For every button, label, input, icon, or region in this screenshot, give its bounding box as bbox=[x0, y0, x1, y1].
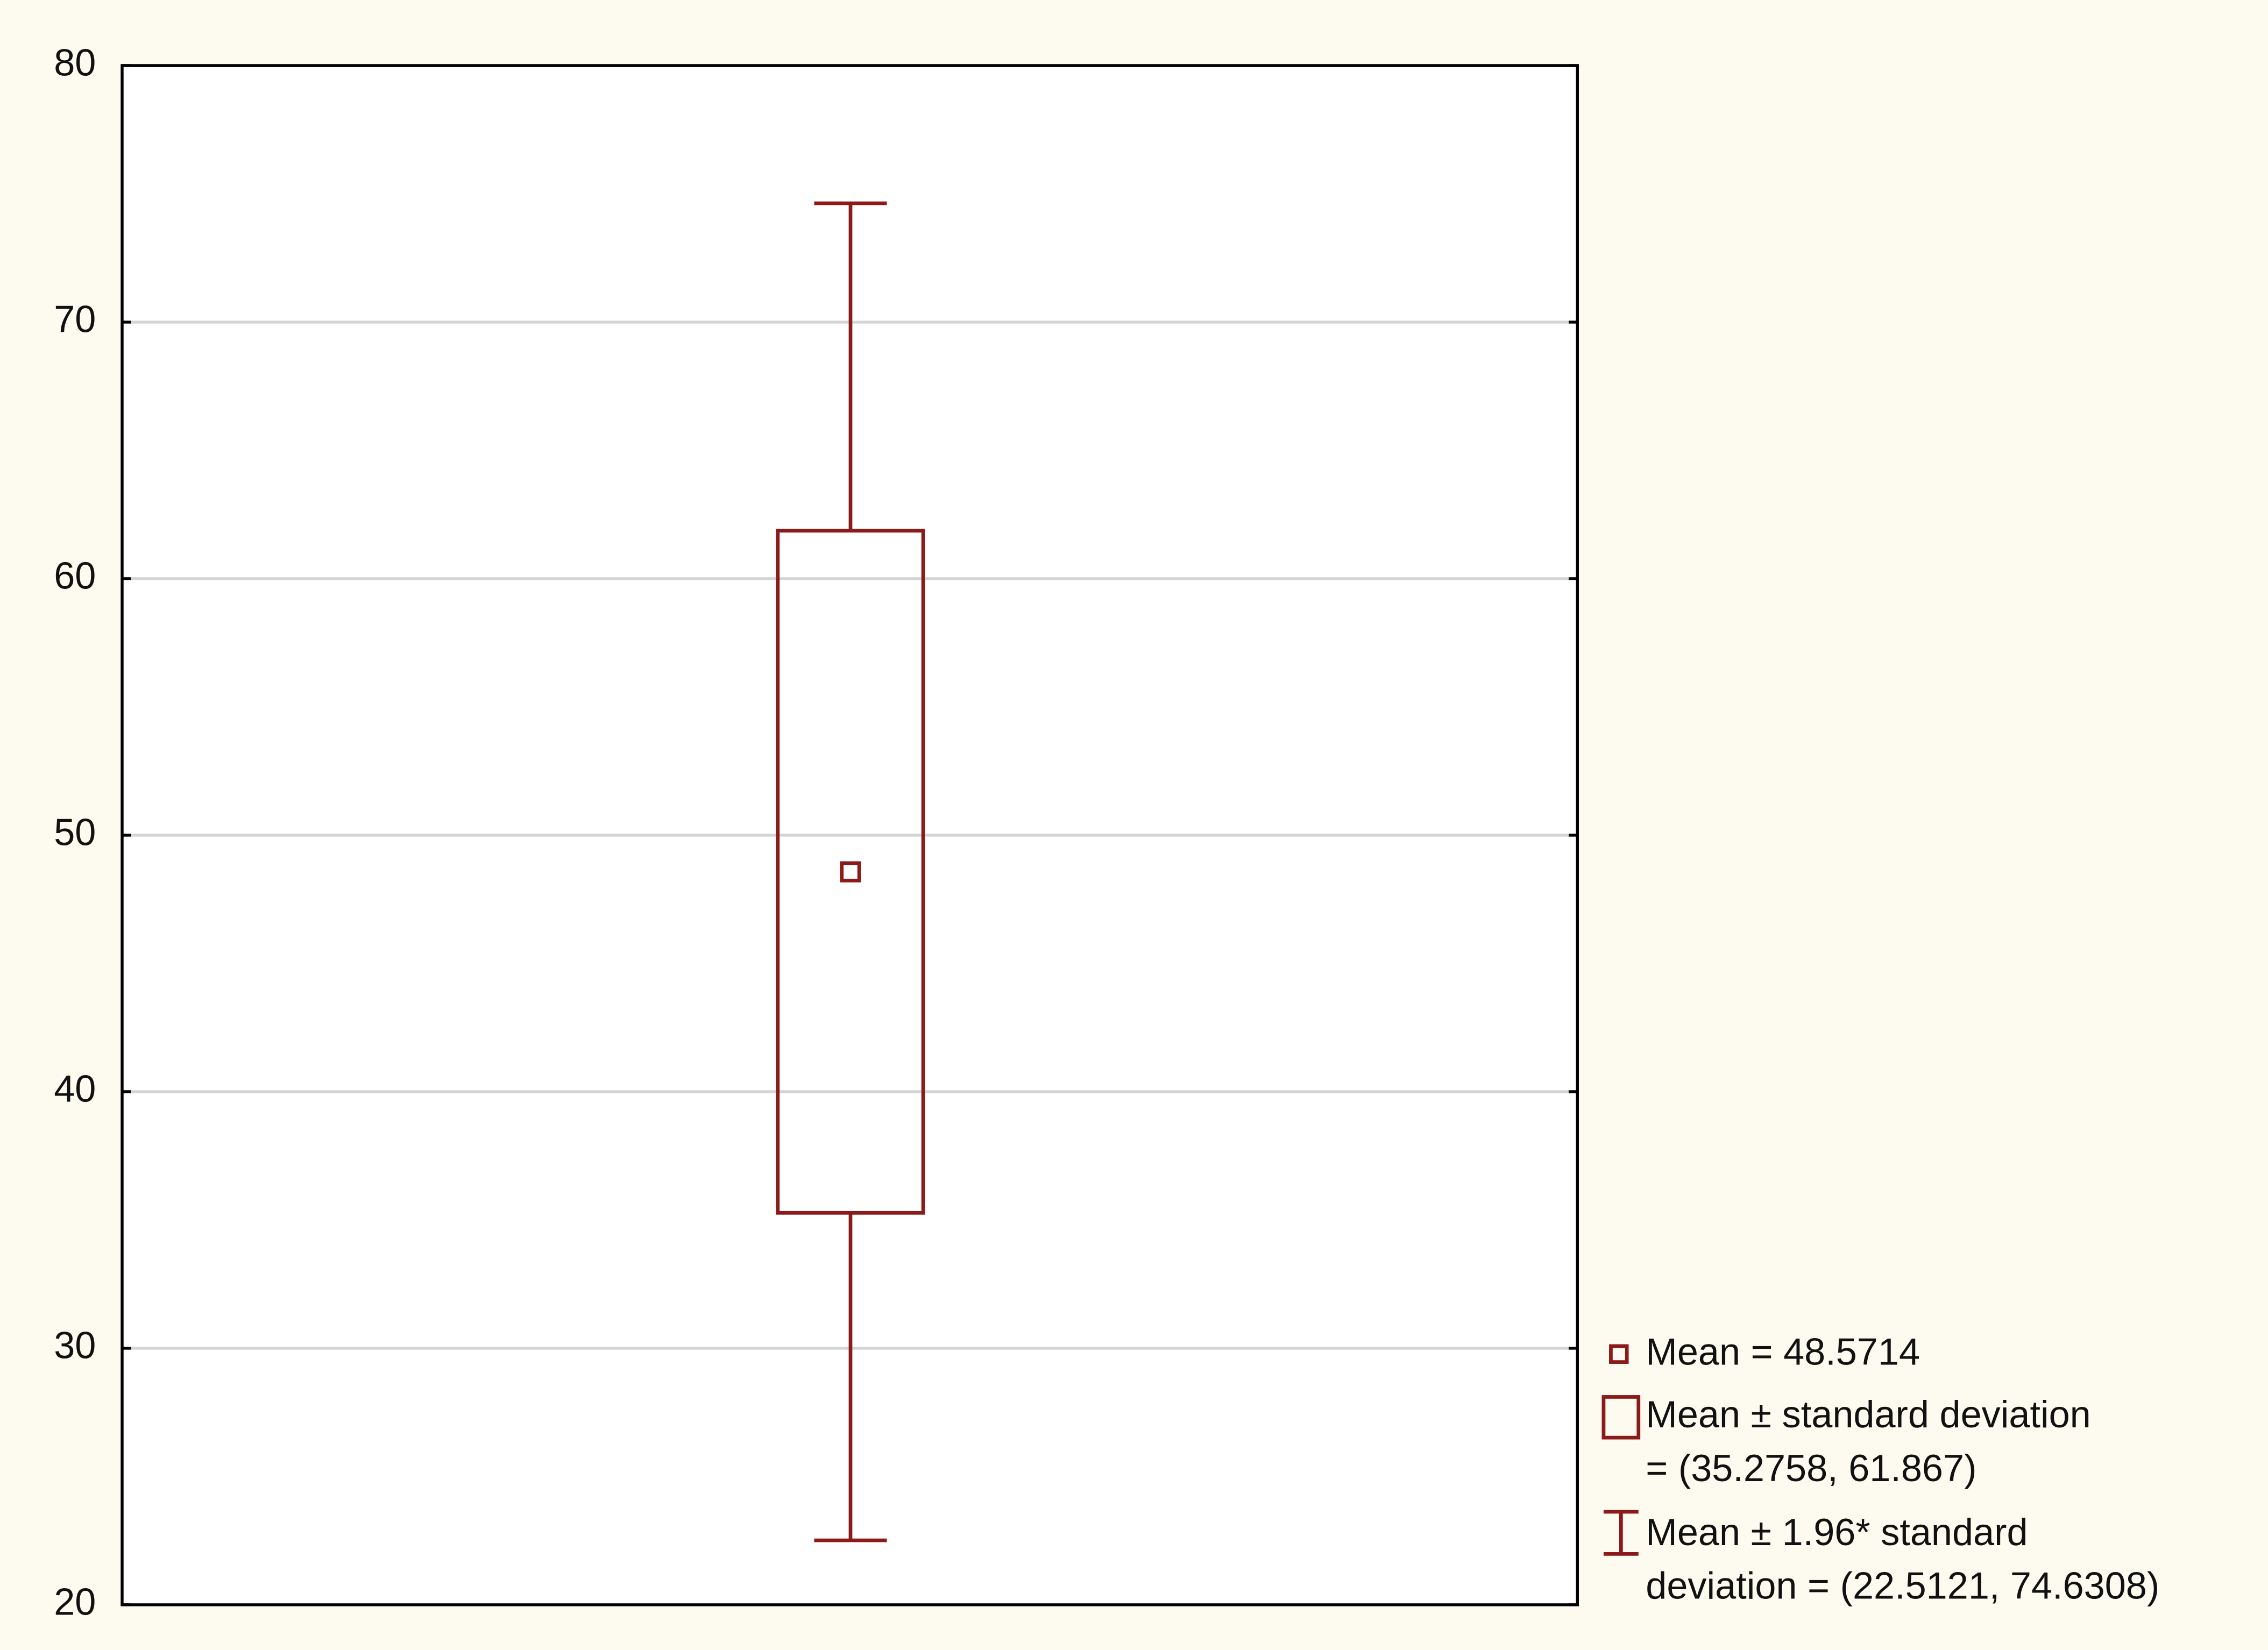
box bbox=[776, 529, 925, 1215]
y-tick-label: 20 bbox=[54, 1580, 96, 1623]
legend-label: Mean ± standard deviation bbox=[1646, 1393, 2090, 1435]
legend-label: deviation = (22.5121, 74.6308) bbox=[1646, 1564, 2159, 1607]
y-tick-label: 50 bbox=[54, 810, 96, 853]
y-tick-label: 40 bbox=[54, 1067, 96, 1110]
legend-label: = (35.2758, 61.867) bbox=[1646, 1447, 1976, 1489]
mean-marker bbox=[840, 861, 861, 883]
plot-frame bbox=[121, 64, 1579, 1606]
legend-label: Mean ± 1.96* standard bbox=[1646, 1511, 2028, 1553]
y-tick-label: 60 bbox=[54, 554, 96, 596]
y-tick-label: 80 bbox=[54, 41, 96, 83]
legend-icon bbox=[1609, 1344, 1629, 1364]
y-tick-label: 30 bbox=[54, 1324, 96, 1366]
y-tick-label: 70 bbox=[54, 297, 96, 340]
legend-label: Mean = 48.5714 bbox=[1646, 1331, 1920, 1373]
legend-icon bbox=[1601, 1395, 1641, 1440]
